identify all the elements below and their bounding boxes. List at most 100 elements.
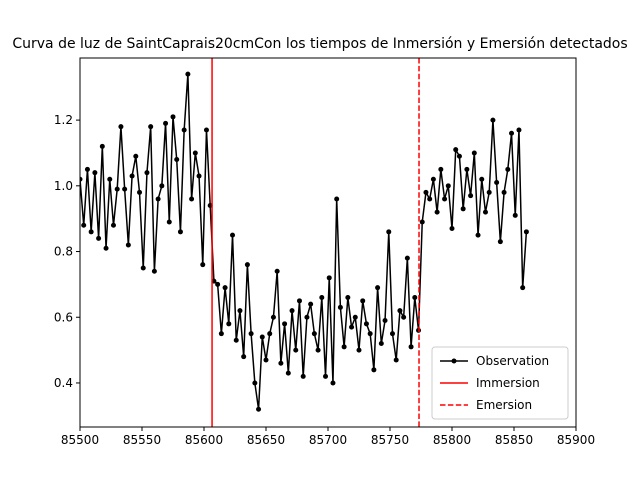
point <box>371 367 377 373</box>
point <box>326 275 332 281</box>
point <box>84 166 90 172</box>
point <box>289 308 295 314</box>
point <box>367 331 373 337</box>
point <box>122 186 128 192</box>
point <box>497 239 503 245</box>
point <box>96 235 102 241</box>
point <box>438 166 444 172</box>
point <box>490 117 496 123</box>
x-tick-label: 85650 <box>247 433 285 447</box>
point <box>471 150 477 156</box>
point <box>304 314 310 320</box>
point <box>337 304 343 310</box>
point <box>430 176 436 182</box>
point <box>88 229 94 235</box>
legend-label: Observation <box>476 354 549 368</box>
y-tick-label: 0.8 <box>54 245 73 259</box>
point <box>92 170 98 176</box>
point <box>80 176 83 182</box>
point <box>252 380 258 386</box>
point <box>159 183 165 189</box>
point <box>501 189 507 195</box>
point <box>456 153 462 159</box>
x-tick-label: 85600 <box>185 433 223 447</box>
legend-label: Immersion <box>476 376 540 390</box>
point <box>189 196 195 202</box>
point <box>107 176 113 182</box>
point <box>177 229 183 235</box>
point <box>166 219 172 225</box>
point <box>192 150 198 156</box>
point <box>114 186 120 192</box>
point <box>103 245 109 251</box>
point <box>404 255 410 261</box>
point <box>397 308 403 314</box>
point <box>520 285 526 291</box>
point <box>230 232 236 238</box>
point <box>155 196 161 202</box>
point <box>323 373 329 379</box>
point <box>99 143 105 149</box>
point <box>468 193 474 199</box>
x-tick-label: 85900 <box>557 433 595 447</box>
point <box>382 318 388 324</box>
point <box>423 189 429 195</box>
x-tick-label: 85750 <box>371 433 409 447</box>
point <box>144 170 150 176</box>
point <box>408 344 414 350</box>
point <box>81 222 87 228</box>
point <box>412 295 418 301</box>
point <box>110 222 116 228</box>
point <box>233 337 239 343</box>
point <box>464 166 470 172</box>
point <box>293 347 299 353</box>
point <box>375 285 381 291</box>
point <box>482 209 488 215</box>
point <box>174 157 180 163</box>
point <box>200 262 206 268</box>
point <box>140 265 146 271</box>
point <box>486 189 492 195</box>
point <box>352 314 358 320</box>
point <box>334 196 340 202</box>
point <box>267 331 273 337</box>
point <box>509 130 515 136</box>
point <box>256 406 262 412</box>
point <box>196 173 202 179</box>
point <box>349 324 355 330</box>
point <box>203 127 209 133</box>
point <box>296 298 302 304</box>
point <box>449 226 455 232</box>
point <box>259 334 265 340</box>
point <box>378 341 384 347</box>
point <box>129 173 135 179</box>
x-tick-label: 85800 <box>433 433 471 447</box>
point <box>278 360 284 366</box>
y-tick-label: 0.6 <box>54 310 73 324</box>
x-tick-label: 85550 <box>123 433 161 447</box>
point <box>133 153 139 159</box>
point <box>434 209 440 215</box>
point <box>274 268 280 274</box>
chart-title: Curva de luz de SaintCaprais20cmCon los … <box>12 36 627 52</box>
point <box>181 127 187 133</box>
point <box>319 295 325 301</box>
point <box>419 219 425 225</box>
point <box>393 357 399 363</box>
plot <box>80 58 529 427</box>
point <box>218 331 224 337</box>
point <box>300 373 306 379</box>
point <box>215 281 221 287</box>
point <box>282 321 288 327</box>
point <box>185 71 191 77</box>
point <box>523 229 529 235</box>
point <box>137 189 143 195</box>
point <box>226 321 232 327</box>
y-tick-label: 1.2 <box>54 113 73 127</box>
point <box>345 295 351 301</box>
point <box>270 314 276 320</box>
point <box>330 380 336 386</box>
point <box>516 127 522 133</box>
